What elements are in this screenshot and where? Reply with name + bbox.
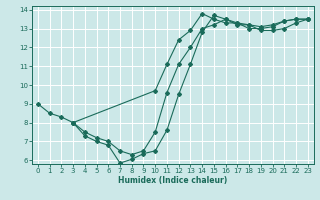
X-axis label: Humidex (Indice chaleur): Humidex (Indice chaleur): [118, 176, 228, 185]
